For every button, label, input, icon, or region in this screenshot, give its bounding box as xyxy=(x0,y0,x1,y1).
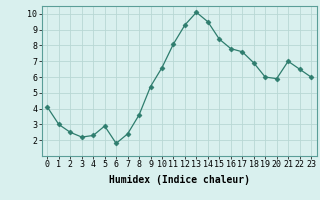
X-axis label: Humidex (Indice chaleur): Humidex (Indice chaleur) xyxy=(109,175,250,185)
